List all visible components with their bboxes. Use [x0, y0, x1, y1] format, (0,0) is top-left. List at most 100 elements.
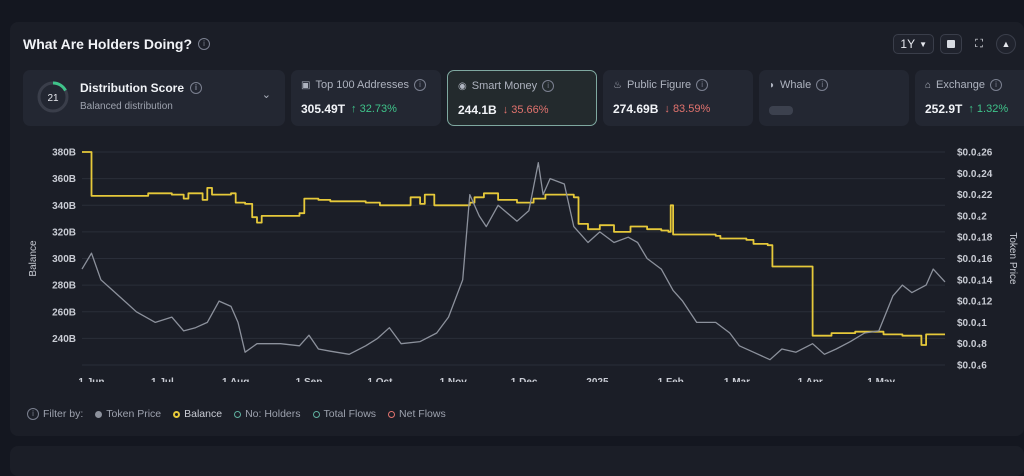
y2-tick-label: $0.0₄24	[957, 169, 993, 180]
exchange-label: Exchange	[936, 79, 985, 91]
score-title: Distribution Score	[80, 81, 185, 95]
y2-tick-label: $0.0₄18	[957, 233, 993, 244]
y-tick-label: 340B	[52, 201, 76, 212]
y2-axis-label: Token Price	[1007, 232, 1018, 285]
x-tick-label: 1 May	[867, 377, 895, 382]
score-value: 21	[47, 93, 59, 104]
y-tick-label: 240B	[52, 334, 76, 345]
legend-holders[interactable]: No: Holders	[234, 408, 301, 420]
whale-label: Whale	[780, 79, 812, 91]
score-subtitle: Balanced distribution	[80, 101, 173, 112]
score-ring-icon: 21	[37, 81, 69, 113]
smart-money-label: Smart Money	[471, 80, 538, 92]
score-title-row: Distribution Score i	[80, 81, 203, 95]
info-icon[interactable]: i	[542, 80, 555, 92]
y2-tick-label: $0.0₄12	[957, 297, 993, 308]
arrow-up-icon: ↑	[351, 103, 357, 115]
smart-money-change: ↓ 35.66%	[502, 104, 549, 116]
x-tick-label: 1 Jul	[151, 377, 174, 382]
y-tick-label: 380B	[52, 148, 76, 159]
lightbulb-icon: ♨	[613, 79, 622, 91]
y-tick-label: 320B	[52, 227, 76, 238]
caret-down-icon: ▼	[919, 39, 927, 49]
token-price-series-line	[81, 162, 946, 361]
public-figure-card[interactable]: ♨ Public Figure i 274.69B ↓ 83.59%	[603, 70, 753, 126]
y2-tick-label: $0.0₄26	[957, 148, 993, 159]
x-tick-label: 1 Aug	[222, 377, 249, 382]
next-panel	[10, 446, 1024, 476]
x-tick-label: 1 Jun	[78, 377, 104, 382]
info-icon[interactable]: i	[190, 82, 203, 94]
y-axis-label: Balance	[28, 240, 39, 277]
distribution-score-card[interactable]: 21 Distribution Score i Balanced distrib…	[23, 70, 285, 126]
top100-label: Top 100 Addresses	[315, 79, 410, 91]
chevron-down-icon[interactable]: ⌄	[261, 89, 271, 101]
exchange-card[interactable]: ⌂ Exchange i 252.9T ↑ 1.32%	[915, 70, 1024, 126]
x-tick-label: 1 Oct	[367, 377, 393, 382]
whale-icon: ◗	[769, 79, 776, 91]
calendar-button[interactable]	[940, 34, 962, 54]
x-tick-label: 1 Apr	[798, 377, 823, 382]
x-tick-label: 1 Sep	[296, 377, 323, 382]
legend-token-price[interactable]: Token Price	[95, 408, 161, 420]
holders-panel: What Are Holders Doing? i 1Y ▼ ⛶ ▲ 21 Di…	[10, 22, 1024, 436]
y2-tick-label: $0.0₄14	[957, 275, 993, 286]
legend-net-flows[interactable]: Net Flows	[388, 408, 446, 420]
x-tick-label: 1 Mar	[724, 377, 750, 382]
public-figure-change: ↓ 83.59%	[664, 103, 711, 115]
panel-title: What Are Holders Doing?	[23, 36, 193, 52]
top100-change: ↑ 32.73%	[351, 103, 397, 115]
x-tick-label: 2025	[586, 377, 609, 382]
y2-tick-label: $0.0₄16	[957, 254, 993, 265]
info-icon: i	[27, 408, 39, 420]
y2-tick-label: $0.0₄1	[957, 318, 987, 329]
expand-icon: ⛶	[975, 37, 983, 50]
y-tick-label: 260B	[52, 307, 76, 318]
x-tick-label: 1 Nov	[440, 377, 468, 382]
legend-balance[interactable]: Balance	[173, 408, 222, 420]
info-icon[interactable]: i	[696, 79, 709, 91]
exchange-change: ↑ 1.32%	[968, 103, 1009, 115]
bank-icon: ⌂	[925, 79, 932, 91]
panel-header: What Are Holders Doing? i	[23, 36, 211, 52]
chart-toolbar: 1Y ▼ ⛶ ▲	[893, 34, 1016, 54]
loading-placeholder	[769, 106, 793, 115]
chevron-up-icon: ▲	[1001, 39, 1011, 49]
fullscreen-button[interactable]: ⛶	[968, 34, 990, 54]
top100-value: 305.49T	[301, 102, 346, 116]
ring-dot-icon	[234, 410, 242, 418]
ring-dot-icon	[388, 410, 396, 418]
wallet-icon: ▣	[301, 79, 311, 91]
x-tick-label: 1 Feb	[658, 377, 684, 382]
range-selector[interactable]: 1Y ▼	[893, 34, 934, 54]
x-tick-label: 1 Dec	[511, 377, 538, 382]
y2-tick-label: $0.0₄6	[957, 361, 987, 372]
smart-money-card[interactable]: ◉ Smart Money i 244.1B ↓ 35.66%	[447, 70, 597, 126]
y-tick-label: 300B	[52, 254, 76, 265]
metric-cards: 21 Distribution Score i Balanced distrib…	[23, 70, 1024, 126]
info-icon[interactable]: i	[989, 79, 1002, 91]
arrow-down-icon: ↓	[664, 103, 670, 115]
smart-money-value: 244.1B	[458, 103, 497, 117]
brain-icon: ◉	[458, 80, 467, 92]
collapse-button[interactable]: ▲	[996, 34, 1016, 54]
arrow-down-icon: ↓	[502, 104, 509, 116]
info-icon[interactable]: i	[198, 38, 211, 50]
filter-label: i Filter by:	[27, 408, 83, 420]
whale-card[interactable]: ◗ Whale i	[759, 70, 909, 126]
public-figure-label: Public Figure	[626, 79, 692, 91]
range-label: 1Y	[900, 37, 916, 51]
exchange-value: 252.9T	[925, 102, 963, 116]
top100-card[interactable]: ▣ Top 100 Addresses i 305.49T ↑ 32.73%	[291, 70, 441, 126]
holders-chart[interactable]: 240B 260B 280B 300B 320B 340B 360B 380B $0.0₄6 $0…	[10, 137, 1024, 383]
filled-dot-icon	[95, 410, 103, 418]
info-icon[interactable]: i	[816, 79, 829, 91]
info-icon[interactable]: i	[414, 79, 427, 91]
y2-tick-label: $0.0₄8	[957, 339, 987, 350]
y2-tick-label: $0.0₄2	[957, 211, 987, 222]
y-tick-label: 280B	[52, 281, 76, 292]
legend-total-flows[interactable]: Total Flows	[312, 408, 376, 420]
arrow-up-icon: ↑	[968, 103, 974, 115]
calendar-icon	[947, 40, 955, 48]
y2-tick-label: $0.0₄22	[957, 190, 993, 201]
